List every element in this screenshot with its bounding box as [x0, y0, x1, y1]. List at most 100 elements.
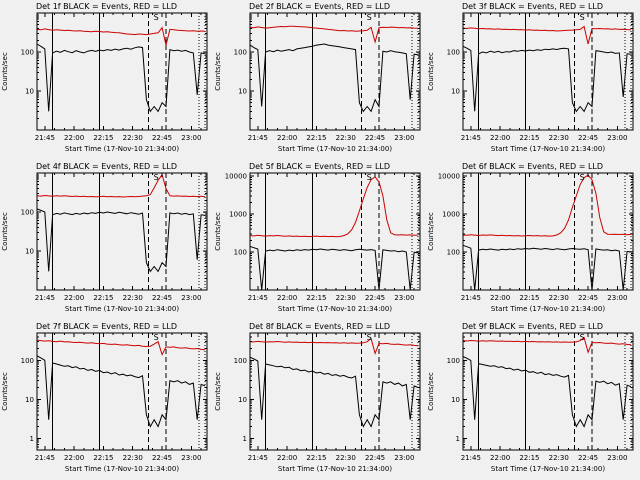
x-tick-label: 22:00 — [64, 294, 84, 302]
y-tick-label: 10 — [451, 88, 460, 96]
x-tick-label: 21:45 — [461, 134, 481, 142]
saa-marker: S — [367, 13, 372, 22]
plot-title: Det 4f BLACK = Events, RED = LLD — [36, 162, 177, 171]
y-tick-label: 100 — [234, 49, 247, 57]
plot-svg: Det 8f BLACK = Events, RED = LLD Counts/s… — [214, 322, 421, 473]
x-tick-label: 21:45 — [35, 134, 55, 142]
x-tick-label: 22:30 — [336, 454, 356, 462]
x-tick-label: 22:45 — [152, 134, 172, 142]
x-axis-label: Start Time (17-Nov-10 21:34:00) — [65, 305, 179, 313]
y-tick-label: 10 — [25, 88, 34, 96]
y-tick-label: 1 — [456, 435, 460, 443]
y-axis-label: Counts/sec — [427, 212, 435, 251]
x-tick-label: 21:45 — [248, 294, 268, 302]
x-tick-label: 22:45 — [578, 134, 598, 142]
plot-frame — [36, 332, 208, 451]
plot-panel-det-2f: Det 2f BLACK = Events, RED = LLD Counts/s… — [213, 0, 426, 160]
x-tick-label: 22:45 — [152, 454, 172, 462]
x-axis-label: Start Time (17-Nov-10 21:34:00) — [491, 145, 605, 153]
x-tick-label: 22:15 — [306, 134, 326, 142]
y-tick-label: 1 — [243, 435, 247, 443]
plot-svg: Det 1f BLACK = Events, RED = LLD Counts/s… — [1, 2, 208, 153]
plot-panel-det-6f: Det 6f BLACK = Events, RED = LLD Counts/s… — [426, 160, 639, 320]
plot-frame — [36, 172, 208, 291]
x-tick-label: 22:00 — [64, 134, 84, 142]
y-tick-label: 10000 — [438, 173, 460, 181]
plot-frame — [249, 12, 421, 131]
x-tick-label: 22:45 — [365, 454, 385, 462]
x-tick-label: 21:45 — [248, 454, 268, 462]
saa-marker: S — [154, 333, 159, 342]
x-tick-label: 23:00 — [394, 294, 414, 302]
events-series — [462, 45, 632, 113]
y-tick-label: 10 — [25, 248, 34, 256]
plot-panel-det-7f: Det 7f BLACK = Events, RED = LLD Counts/s… — [0, 320, 213, 480]
x-axis-label: Start Time (17-Nov-10 21:34:00) — [65, 145, 179, 153]
plot-frame — [249, 172, 421, 291]
lld-series — [36, 339, 206, 356]
y-axis-label: Counts/sec — [1, 52, 9, 91]
saa-marker: S — [580, 13, 585, 22]
plot-svg: Det 2f BLACK = Events, RED = LLD Counts/s… — [214, 2, 421, 153]
lld-series — [462, 174, 632, 237]
lld-series — [249, 337, 419, 355]
plot-panel-det-1f: Det 1f BLACK = Events, RED = LLD Counts/s… — [0, 0, 213, 160]
lld-series — [462, 336, 632, 354]
x-tick-label: 22:00 — [490, 134, 510, 142]
plot-svg: Det 6f BLACK = Events, RED = LLD Counts/s… — [427, 162, 634, 313]
y-tick-label: 1 — [30, 435, 34, 443]
y-tick-label: 1000 — [229, 211, 247, 219]
x-tick-label: 23:00 — [394, 454, 414, 462]
lld-series — [249, 25, 419, 44]
y-tick-label: 100 — [447, 249, 460, 257]
plot-svg: Det 7f BLACK = Events, RED = LLD Counts/s… — [1, 322, 208, 473]
events-series — [36, 355, 206, 428]
events-series — [249, 246, 419, 291]
x-axis-label: Start Time (17-Nov-10 21:34:00) — [491, 465, 605, 473]
saa-marker: S — [367, 333, 372, 342]
plot-panel-det-9f: Det 9f BLACK = Events, RED = LLD Counts/s… — [426, 320, 639, 480]
y-tick-label: 100 — [234, 249, 247, 257]
plot-title: Det 2f BLACK = Events, RED = LLD — [249, 2, 390, 11]
x-tick-label: 22:45 — [578, 294, 598, 302]
y-tick-label: 100 — [21, 209, 34, 217]
plot-svg: Det 9f BLACK = Events, RED = LLD Counts/s… — [427, 322, 634, 473]
x-tick-label: 22:30 — [549, 134, 569, 142]
x-tick-label: 23:00 — [607, 454, 627, 462]
x-tick-label: 21:45 — [248, 134, 268, 142]
events-series — [36, 208, 206, 273]
x-tick-label: 21:45 — [35, 294, 55, 302]
y-axis-label: Counts/sec — [1, 372, 9, 411]
x-tick-label: 22:00 — [64, 454, 84, 462]
plot-frame — [462, 172, 634, 291]
y-axis-label: Counts/sec — [214, 212, 222, 251]
x-tick-label: 22:15 — [519, 454, 539, 462]
y-tick-label: 10000 — [225, 173, 247, 181]
x-tick-label: 23:00 — [181, 294, 201, 302]
events-series — [462, 356, 632, 428]
events-series — [462, 244, 632, 291]
x-tick-label: 22:30 — [123, 294, 143, 302]
x-tick-label: 21:45 — [35, 454, 55, 462]
y-axis-label: Counts/sec — [427, 372, 435, 411]
saa-marker: S — [154, 173, 159, 182]
x-tick-label: 23:00 — [607, 134, 627, 142]
plot-panel-det-4f: Det 4f BLACK = Events, RED = LLD Counts/s… — [0, 160, 213, 320]
x-axis-label: Start Time (17-Nov-10 21:34:00) — [491, 305, 605, 313]
saa-marker: S — [580, 333, 585, 342]
x-tick-label: 22:15 — [519, 294, 539, 302]
x-tick-label: 21:45 — [461, 454, 481, 462]
x-tick-label: 22:00 — [490, 294, 510, 302]
x-tick-label: 22:00 — [277, 134, 297, 142]
x-tick-label: 22:15 — [93, 454, 113, 462]
x-tick-label: 23:00 — [181, 134, 201, 142]
lld-series — [36, 26, 206, 46]
plot-title: Det 7f BLACK = Events, RED = LLD — [36, 322, 177, 331]
x-tick-label: 22:30 — [549, 294, 569, 302]
plot-panel-det-3f: Det 3f BLACK = Events, RED = LLD Counts/s… — [426, 0, 639, 160]
plot-svg: Det 4f BLACK = Events, RED = LLD Counts/s… — [1, 162, 208, 313]
events-series — [249, 43, 419, 113]
plot-title: Det 6f BLACK = Events, RED = LLD — [462, 162, 603, 171]
y-tick-label: 10 — [25, 396, 34, 404]
